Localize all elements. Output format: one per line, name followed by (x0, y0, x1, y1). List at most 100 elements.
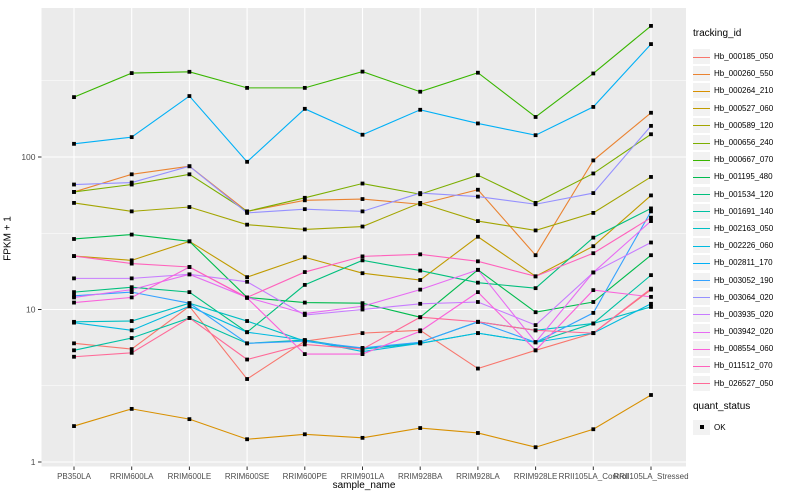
legend-item-label: Hb_003942_020 (714, 327, 774, 337)
data-point (476, 121, 480, 126)
legend-item-Hb_000589_120: Hb_000589_120 (693, 117, 799, 134)
data-point (302, 227, 307, 232)
data-point (187, 272, 192, 277)
data-point (649, 393, 653, 397)
legend-item-label: Hb_000656_240 (714, 138, 774, 148)
legend-line-key-icon (693, 203, 710, 219)
data-point (360, 435, 365, 440)
data-point (302, 195, 307, 200)
y-axis-title: FPKM + 1 (2, 216, 14, 261)
data-point (649, 273, 653, 278)
data-point (245, 319, 249, 323)
legend-item-Hb_003064_020: Hb_003064_020 (693, 289, 799, 306)
data-point (591, 310, 596, 315)
data-point (591, 321, 596, 326)
legend-item-Hb_002811_170: Hb_002811_170 (693, 254, 799, 271)
data-point (476, 331, 480, 336)
data-point (591, 171, 596, 176)
data-point (649, 305, 653, 309)
data-point (129, 285, 134, 290)
data-point (418, 315, 423, 320)
x-tick-label: RRII105LA_Stressed (613, 472, 688, 481)
data-point (72, 190, 76, 194)
data-point (245, 279, 249, 284)
data-point (591, 270, 596, 275)
legend-item-Hb_002226_060: Hb_002226_060 (693, 237, 799, 254)
legend-item-label: Hb_000185_050 (714, 52, 774, 62)
data-point (129, 182, 134, 187)
legend-item-Hb_003942_020: Hb_003942_020 (693, 323, 799, 340)
data-point (418, 278, 423, 282)
data-point (591, 71, 596, 76)
data-point (533, 133, 538, 138)
legend-item-Hb_001691_140: Hb_001691_140 (693, 203, 799, 220)
data-point (72, 95, 76, 100)
legend-line-key-icon (693, 49, 710, 65)
legend-line-key-icon (693, 289, 710, 305)
legend-item-label: Hb_001534_120 (714, 189, 774, 199)
data-point (129, 180, 134, 185)
data-point (649, 215, 653, 220)
quant-status-ok-label: OK (714, 422, 726, 432)
data-point (649, 301, 653, 306)
data-point (72, 354, 76, 359)
data-point (187, 239, 192, 244)
data-point (418, 329, 423, 334)
data-point (129, 406, 134, 411)
data-point (72, 320, 76, 325)
y-tick-label: 1 (31, 457, 36, 467)
data-point (360, 224, 365, 229)
legend-item-Hb_001195_480: Hb_001195_480 (693, 168, 799, 185)
legend-item-Hb_000667_070: Hb_000667_070 (693, 151, 799, 168)
legend-item-label: Hb_003052_190 (714, 275, 774, 285)
data-point (245, 210, 249, 215)
data-point (649, 240, 653, 245)
legend-item-label: Hb_002163_050 (714, 223, 774, 233)
data-point (302, 106, 307, 111)
data-point (302, 432, 307, 437)
data-point (476, 366, 480, 371)
legend-title-tracking-id: tracking_id (693, 28, 742, 39)
data-point (245, 295, 249, 300)
legend-line-key-icon (693, 66, 710, 82)
data-point (418, 287, 423, 292)
data-point (72, 182, 76, 187)
data-point (72, 300, 76, 305)
legend-line-key-icon (693, 83, 710, 99)
data-point (533, 253, 538, 258)
data-point (649, 110, 653, 115)
legend-title-quant-status: quant_status (693, 400, 751, 412)
data-point (129, 347, 134, 351)
data-point (591, 191, 596, 195)
data-point (591, 210, 596, 215)
legend-item-Hb_002163_050: Hb_002163_050 (693, 220, 799, 237)
legend-item-label: Hb_003064_020 (714, 292, 774, 302)
data-point (360, 271, 365, 276)
data-point (476, 319, 480, 324)
data-point (476, 219, 480, 223)
legend-line-key-icon (693, 117, 710, 133)
data-point (418, 89, 423, 94)
legend-line-key-icon (693, 255, 710, 271)
legend-item-Hb_003935_020: Hb_003935_020 (693, 306, 799, 323)
legend-item-label: Hb_008554_060 (714, 344, 774, 354)
legend-item-Hb_000527_060: Hb_000527_060 (693, 100, 799, 117)
x-tick-label: RRIM901LA (341, 472, 385, 481)
data-point (533, 202, 538, 207)
data-point (245, 275, 249, 280)
data-point (533, 228, 538, 233)
data-point (187, 301, 192, 306)
data-point (476, 70, 480, 75)
data-point (187, 205, 192, 209)
data-point (72, 295, 76, 300)
legend-item-label: Hb_026527_050 (714, 378, 774, 388)
legend-line-key-icon (693, 238, 710, 254)
ok-square-marker-icon (693, 419, 710, 435)
legend-item-Hb_000656_240: Hb_000656_240 (693, 134, 799, 151)
data-point (72, 141, 76, 146)
legend-item-label: Hb_000667_070 (714, 155, 774, 165)
data-point (649, 294, 653, 299)
quant-status-ok: OK (693, 419, 799, 436)
data-point (129, 319, 134, 323)
data-point (245, 330, 249, 335)
